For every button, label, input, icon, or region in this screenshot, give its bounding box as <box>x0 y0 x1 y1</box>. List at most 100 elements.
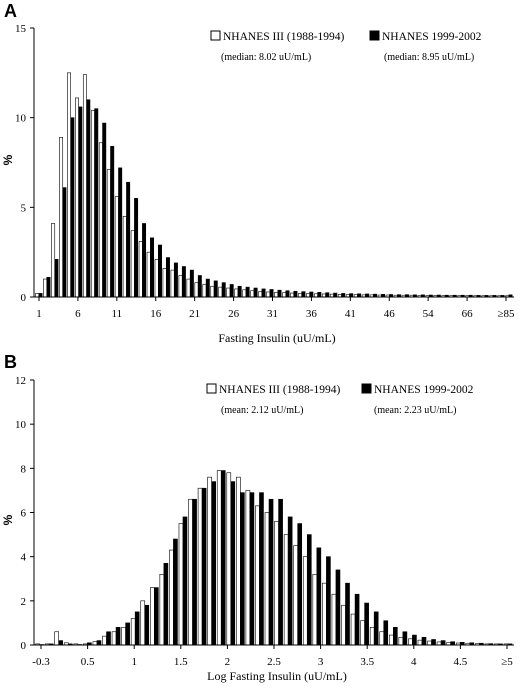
panel-a-bar-nhanes-1999 <box>309 291 314 298</box>
panel-a-bar-nhanes-1999 <box>317 292 322 298</box>
panel-b-bar-nhanes-1999 <box>383 620 389 646</box>
panel-a-bar-nhanes-1999 <box>293 290 298 298</box>
panel-b-bar-nhanes-iii <box>379 631 385 646</box>
panel-a-x-tick-label: 16 <box>150 308 162 320</box>
panel-b-bar-nhanes-iii <box>102 635 107 646</box>
panel-b-bar-nhanes-1999 <box>134 611 140 646</box>
panel-b-y-tick-label: 8 <box>21 463 27 475</box>
panel-b-bar-nhanes-iii <box>130 618 136 646</box>
panel-b-bar-nhanes-1999 <box>96 640 102 646</box>
panel-a-x-tick-label: 21 <box>189 308 200 320</box>
panel-b-legend-note-nhanes-1999: (mean: 2.23 uU/mL) <box>374 405 456 416</box>
panel-a-bar-nhanes-1999 <box>341 293 346 298</box>
panel-b-bar-nhanes-iii <box>302 556 308 646</box>
panel-a-y-tick-label: 10 <box>15 113 27 125</box>
panel-a-bar-nhanes-1999 <box>94 108 99 298</box>
panel-a-bar-nhanes-1999 <box>62 187 67 298</box>
panel-a-bar-nhanes-1999 <box>78 106 83 298</box>
panel-b-bar-nhanes-iii <box>398 636 404 646</box>
panel-b-legend-label-nhanes-1999: NHANES 1999-2002 <box>374 384 474 396</box>
panel-a-bar-nhanes-1999 <box>181 266 186 298</box>
panel-a-bar-nhanes-iii <box>258 291 263 298</box>
panel-a-bar-nhanes-iii <box>106 169 111 298</box>
panel-b-bar-nhanes-1999 <box>230 481 236 646</box>
panel-a-x-tick-label: 46 <box>384 308 396 320</box>
panel-a-bar-nhanes-1999 <box>70 117 75 298</box>
panel-b-letter: B <box>4 352 17 372</box>
panel-b-bar-nhanes-1999 <box>412 634 417 646</box>
panel-a-bar-nhanes-iii <box>226 287 231 298</box>
panel-b-bar-nhanes-1999 <box>125 622 130 646</box>
panel-a-bar-nhanes-1999 <box>150 237 155 298</box>
panel-b-x-tick-label: ≥5 <box>501 656 513 668</box>
panel-b-bar-nhanes-iii <box>121 627 126 646</box>
panel-a-bar-nhanes-iii <box>290 292 295 298</box>
panel-b-x-tick-label: 4.5 <box>454 656 468 668</box>
panel-a-bar-nhanes-iii <box>59 137 64 298</box>
panel-b-bar-nhanes-iii <box>331 593 337 646</box>
panel-a-bar-nhanes-iii <box>122 216 127 298</box>
panel-a-bar-nhanes-1999 <box>237 285 242 298</box>
panel-b-x-tick-label: 3 <box>318 656 324 668</box>
panel-a-bar-nhanes-1999 <box>126 181 131 298</box>
panel-a-bar-nhanes-1999 <box>118 167 123 298</box>
panel-a-y-tick-label: 0 <box>21 292 27 304</box>
panel-b-bar-nhanes-1999 <box>278 498 283 646</box>
panel-a-bar-nhanes-iii <box>266 291 271 298</box>
panel-a-bar-nhanes-iii <box>82 74 87 298</box>
panel-b-bar-nhanes-1999 <box>144 604 150 646</box>
panel-a-bar-nhanes-iii <box>194 282 199 298</box>
panel-b-bar-nhanes-iii <box>216 470 222 646</box>
panel-b-y-tick-label: 6 <box>21 508 27 520</box>
panel-b: B % Log Fasting Insulin (uU/mL) 0 2 4 6 8 10 1… <box>1 352 514 683</box>
panel-a-bar-nhanes-1999 <box>46 276 51 298</box>
panel-a-bar-nhanes-1999 <box>213 280 218 298</box>
panel-b-bar-nhanes-iii <box>312 574 318 646</box>
panel-a-bar-nhanes-1999 <box>165 257 170 298</box>
panel-a-legend-label-nhanes-1999: NHANES 1999-2002 <box>382 31 482 43</box>
panel-a-bar-nhanes-iii <box>178 275 183 298</box>
panel-a-bar-nhanes-1999 <box>269 289 274 298</box>
panel-a-bar-nhanes-iii <box>90 110 95 298</box>
panel-b-bar-nhanes-1999 <box>201 487 207 646</box>
panel-a-bar-nhanes-iii <box>35 293 40 298</box>
panel-b-y-axis-title: % <box>1 514 15 525</box>
panel-a-x-tick-label: 36 <box>306 308 318 320</box>
panel-b-legend-label-nhanes-iii: NHANES III (1988-1994) <box>219 384 341 396</box>
panel-b-bar-nhanes-1999 <box>402 631 408 646</box>
panel-b-bar-nhanes-1999 <box>115 627 121 646</box>
panel-b-bar-nhanes-1999 <box>364 602 369 646</box>
panel-b-y-tick-label: 2 <box>21 596 27 608</box>
panel-b-x-tick-label: 1.5 <box>174 656 188 668</box>
panel-a-x-tick-label: 6 <box>75 308 81 320</box>
panel-a-bar-nhanes-1999 <box>229 284 234 298</box>
panel-a-legend-swatch-nhanes-1999 <box>369 30 380 41</box>
panel-a-bar-nhanes-iii <box>210 285 215 298</box>
panel-b-bar-nhanes-1999 <box>393 627 398 646</box>
panel-b-y-tick-label: 4 <box>21 552 27 564</box>
panel-b-bar-nhanes-1999 <box>173 538 178 646</box>
panel-b-bar-nhanes-iii <box>197 487 203 646</box>
panel-b-bar-nhanes-iii <box>140 600 146 646</box>
panel-a-legend: NHANES III (1988-1994) NHANES 1999-2002 … <box>210 30 482 63</box>
panel-a-bar-nhanes-1999 <box>158 244 162 298</box>
panel-b-bar-nhanes-iii <box>274 521 279 646</box>
panel-b-bar-nhanes-1999 <box>326 556 331 646</box>
panel-b-legend-swatch-nhanes-1999 <box>361 383 372 394</box>
panel-b-bar-nhanes-1999 <box>192 498 197 646</box>
panel-b-x-tick-label: 2 <box>225 656 231 668</box>
panel-a-bar-nhanes-1999 <box>285 290 290 298</box>
panel-b-bar-nhanes-1999 <box>306 534 312 646</box>
panel-b-bar-nhanes-iii <box>369 627 375 646</box>
panel-a-bar-nhanes-iii <box>274 292 279 298</box>
panel-b-bar-nhanes-iii <box>149 587 155 646</box>
panel-a-bar-nhanes-iii <box>114 196 119 298</box>
panel-a-bar-nhanes-1999 <box>245 286 250 298</box>
panel-a-bar-nhanes-1999 <box>349 293 354 298</box>
panel-b-bar-nhanes-iii <box>388 634 394 646</box>
panel-a-x-tick-label: 11 <box>112 308 123 320</box>
panel-a-bar-nhanes-1999 <box>86 99 91 298</box>
panel-b-x-tick-label: -0.3 <box>32 656 50 668</box>
panel-a-bar-nhanes-1999 <box>173 262 178 298</box>
